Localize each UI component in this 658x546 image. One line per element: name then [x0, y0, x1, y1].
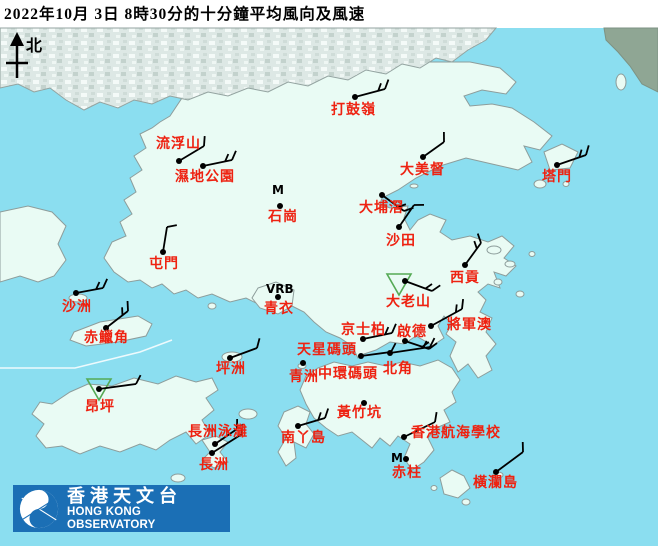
page-title: 2022年10月 3日 8時30分的十分鐘平均風向及風速	[4, 6, 366, 23]
land-new-territories	[103, 61, 553, 379]
station-label-north-point: 北角	[383, 362, 413, 377]
station-label-lau-fau-shan: 流浮山	[156, 137, 201, 152]
station-label-tsing-yi: 青衣	[264, 302, 294, 317]
land-shekou	[0, 205, 67, 283]
station-label-ngong-ping: 昂坪	[85, 400, 115, 415]
station-tag-stanley: M	[391, 451, 403, 465]
station-label-waglan-island: 橫瀾島	[473, 476, 518, 491]
hko-logo-bar: 香港天文台 HONG KONG OBSERVATORY	[13, 485, 230, 532]
hko-logo-icon	[19, 489, 59, 528]
station-label-wetland-park: 濕地公園	[175, 170, 235, 185]
land-po-toi	[439, 469, 471, 499]
station-label-tai-po-kau: 大埔滘	[359, 201, 404, 216]
logo-english: HONG KONG OBSERVATORY	[67, 506, 156, 531]
landmasses	[0, 27, 658, 506]
station-label-tseung-kwan-o: 將軍澳	[447, 318, 492, 333]
north-arrow-icon	[6, 32, 28, 78]
station-label-kai-tak: 啟德	[397, 325, 427, 340]
station-tag-shek-kong: M	[272, 183, 284, 197]
station-label-star-ferry-pier: 天星碼頭	[297, 343, 357, 358]
land-shenzhen-urban	[0, 27, 498, 111]
station-label-sha-tin: 沙田	[386, 234, 416, 249]
station-label-stanley: 赤柱	[392, 466, 422, 481]
station-label-lamma-island: 南丫島	[281, 431, 326, 446]
station-label-ta-kwu-ling: 打鼓嶺	[331, 103, 376, 118]
land-yantian	[603, 27, 658, 93]
north-arrow: 北	[4, 30, 54, 86]
station-label-cheung-chau-beach: 長洲泳灘	[188, 425, 248, 440]
station-label-central-pier: 中環碼頭	[318, 367, 378, 382]
station-label-sha-chau: 沙洲	[62, 300, 92, 315]
logo-text: 香港天文台 HONG KONG OBSERVATORY	[67, 486, 230, 532]
station-label-green-island: 青洲	[289, 370, 319, 385]
logo-chinese: 香港天文台	[67, 485, 182, 506]
station-label-shek-kong: 石崗	[268, 210, 298, 225]
north-label: 北	[26, 38, 43, 55]
station-label-cheung-chau: 長洲	[199, 458, 229, 473]
station-label-wong-chuk-hang: 黃竹坑	[337, 406, 382, 421]
station-label-tai-mei-tuk: 大美督	[400, 163, 445, 178]
boundary-line	[0, 339, 173, 369]
land-lantau	[31, 375, 219, 455]
station-label-peng-chau: 坪洲	[216, 362, 246, 377]
station-label-hk-sea-school: 香港航海學校	[411, 426, 501, 441]
station-label-tates-cairn: 大老山	[386, 295, 431, 310]
station-label-chek-lap-kok: 赤鱲角	[84, 331, 129, 346]
station-label-sai-kung: 西貢	[450, 271, 480, 286]
station-label-kings-park: 京士柏	[341, 323, 386, 338]
land-tsing-yi	[251, 281, 295, 315]
station-label-tap-mun: 塔門	[542, 170, 572, 185]
station-label-tuen-mun: 屯門	[149, 257, 179, 272]
station-tag-tsing-yi: VRB	[266, 282, 294, 296]
land-hk-island	[299, 359, 461, 471]
